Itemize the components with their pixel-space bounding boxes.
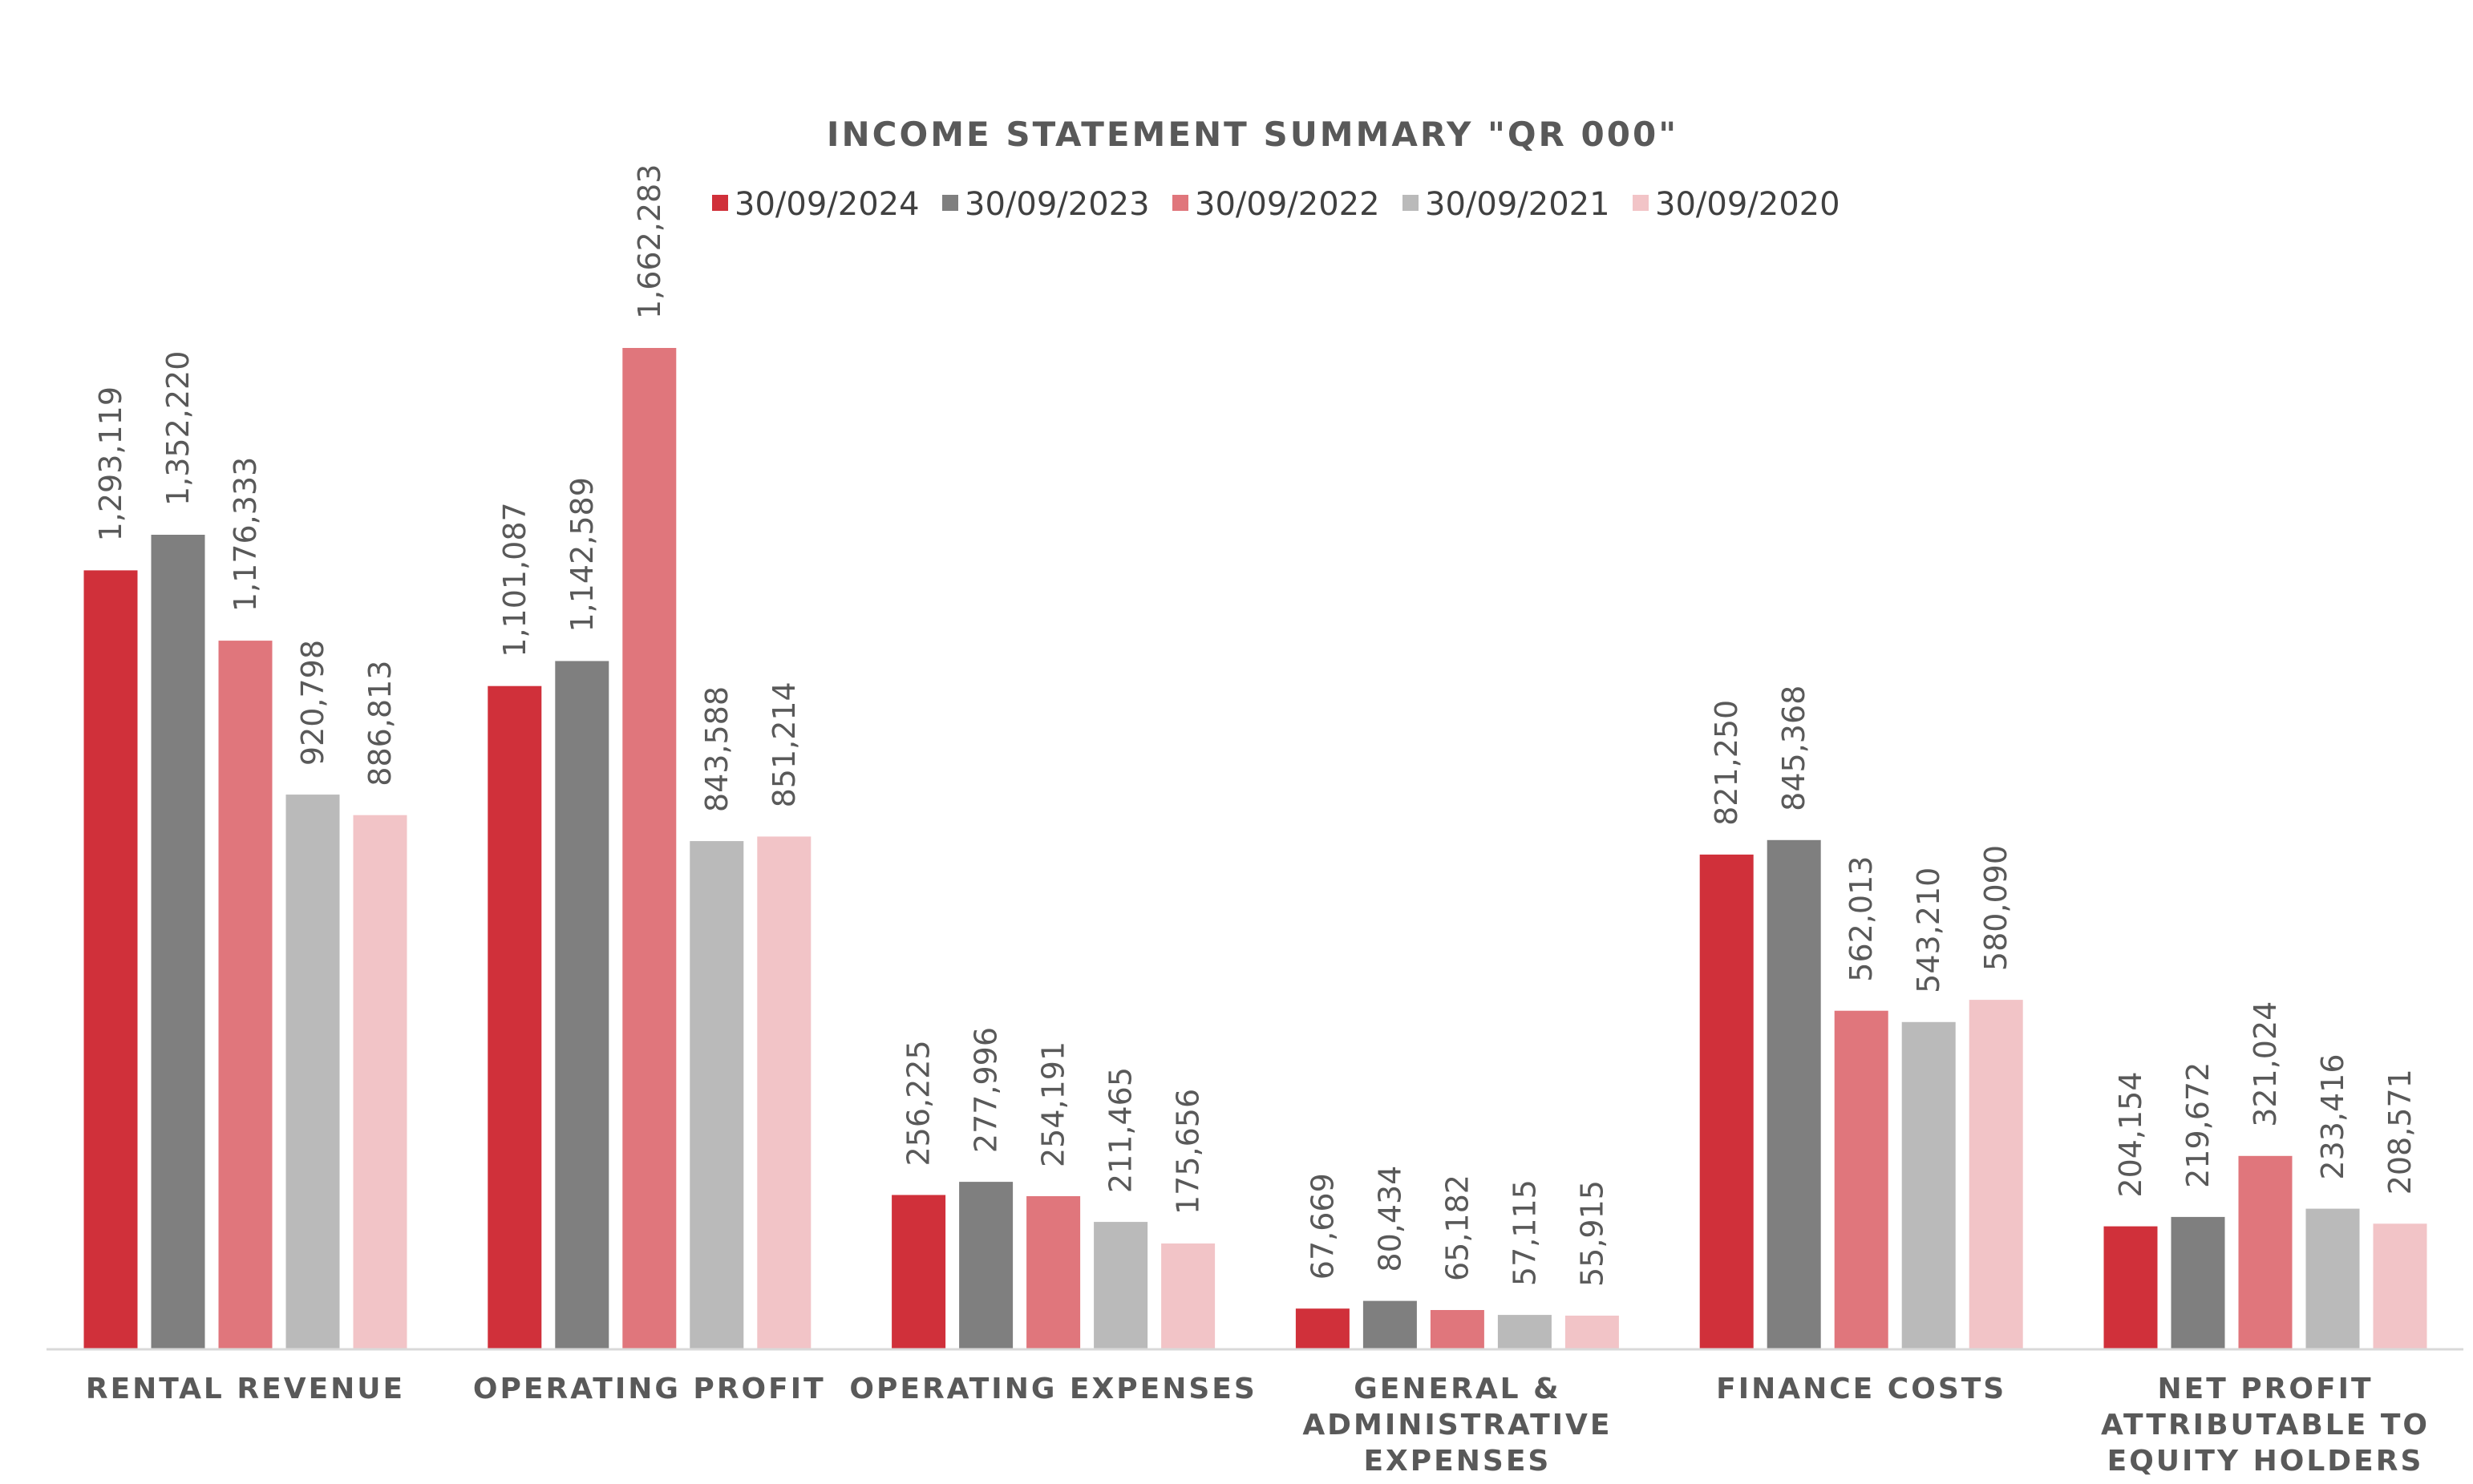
data-label: 886,813	[362, 661, 398, 786]
bar	[1161, 1243, 1216, 1349]
data-label: 204,154	[2113, 1071, 2148, 1197]
legend-label: 30/09/2022	[1195, 186, 1380, 223]
data-label: 219,672	[2180, 1062, 2216, 1188]
category-label: OPERATING PROFIT	[473, 1373, 826, 1405]
data-label: 1,293,119	[93, 386, 128, 541]
bar	[959, 1182, 1014, 1349]
bar	[285, 795, 340, 1349]
bar	[353, 815, 407, 1349]
data-label: 543,210	[1911, 867, 1946, 993]
data-label: 55,915	[1574, 1180, 1609, 1287]
category-labels-group: RENTAL REVENUE OPERATING PROFIT OPERATING …	[86, 1373, 2430, 1478]
data-label: 851,214	[767, 681, 802, 807]
data-label: 67,669	[1305, 1173, 1340, 1280]
data-label: 277,996	[969, 1027, 1004, 1153]
data-label: 1,101,087	[497, 502, 532, 657]
legend: 30/09/2024 30/09/2023 30/09/2022 30/09/2021…	[712, 186, 1840, 223]
bar	[1094, 1222, 1148, 1349]
data-label: 580,090	[1978, 845, 2014, 971]
legend-swatch	[1172, 195, 1188, 211]
legend-label: 30/09/2024	[735, 186, 920, 223]
data-label: 920,798	[295, 640, 330, 766]
bar	[2103, 1226, 2158, 1349]
bar	[1497, 1315, 1552, 1349]
bar	[1430, 1310, 1484, 1349]
bar	[2305, 1208, 2360, 1349]
legend-swatch	[1633, 195, 1649, 211]
data-label: 65,182	[1439, 1175, 1475, 1281]
data-label: 211,465	[1103, 1067, 1139, 1193]
bar	[690, 841, 744, 1349]
data-label: 208,571	[2382, 1069, 2418, 1195]
category-label: RENTAL REVENUE	[86, 1373, 405, 1405]
legend-label: 30/09/2021	[1425, 186, 1610, 223]
category-label: NET PROFIT ATTRIBUTABLE TO EQUITY HOLDERS	[2101, 1373, 2430, 1478]
legend-swatch	[1402, 195, 1419, 211]
data-label: 80,434	[1372, 1166, 1407, 1272]
bar	[83, 570, 138, 1349]
bars-group	[83, 348, 2427, 1349]
legend-swatch	[712, 195, 728, 211]
data-label: 1,352,220	[160, 351, 196, 506]
data-label: 175,656	[1171, 1089, 1206, 1215]
bar	[1564, 1316, 1619, 1349]
bar	[892, 1195, 946, 1349]
data-label: 843,588	[699, 686, 735, 812]
data-label: 254,191	[1036, 1041, 1071, 1167]
bar	[218, 641, 273, 1349]
bar	[1699, 854, 1754, 1349]
data-label: 57,115	[1507, 1179, 1542, 1286]
bar	[1295, 1308, 1350, 1349]
category-label: FINANCE COSTS	[1716, 1373, 2006, 1405]
category-label: OPERATING EXPENSES	[849, 1373, 1257, 1405]
legend-swatch	[942, 195, 958, 211]
category-label: GENERAL & ADMINISTRATIVE EXPENSES	[1302, 1373, 1612, 1478]
bar	[1834, 1010, 1888, 1349]
data-label: 256,225	[901, 1040, 937, 1166]
data-label: 321,024	[2248, 1001, 2283, 1127]
chart-title: INCOME STATEMENT SUMMARY "QR 000"	[827, 115, 1678, 154]
data-label: 821,250	[1709, 700, 1744, 826]
bar	[1767, 839, 1821, 1349]
bar	[2238, 1155, 2293, 1349]
bar	[2171, 1216, 2225, 1349]
data-label: 562,013	[1844, 856, 1879, 982]
data-label: 1,142,589	[565, 477, 600, 632]
bar	[555, 661, 609, 1349]
data-label: 845,368	[1776, 685, 1811, 811]
bar	[1969, 1000, 2023, 1349]
bar	[1901, 1021, 1956, 1349]
bar	[151, 535, 205, 1349]
bar	[622, 348, 677, 1349]
bar	[1026, 1196, 1081, 1349]
data-labels-group: 1,293,119 1,352,220 1,176,333 920,798 886,81…	[93, 164, 2418, 1287]
data-label: 233,416	[2315, 1053, 2350, 1179]
data-label: 1,176,333	[228, 457, 263, 612]
bar	[2373, 1223, 2427, 1349]
legend-label: 30/09/2023	[965, 186, 1150, 223]
bar	[488, 685, 542, 1349]
data-label: 1,662,283	[632, 164, 667, 319]
bar	[757, 836, 812, 1349]
legend-label: 30/09/2020	[1655, 186, 1840, 223]
bar	[1362, 1300, 1417, 1349]
